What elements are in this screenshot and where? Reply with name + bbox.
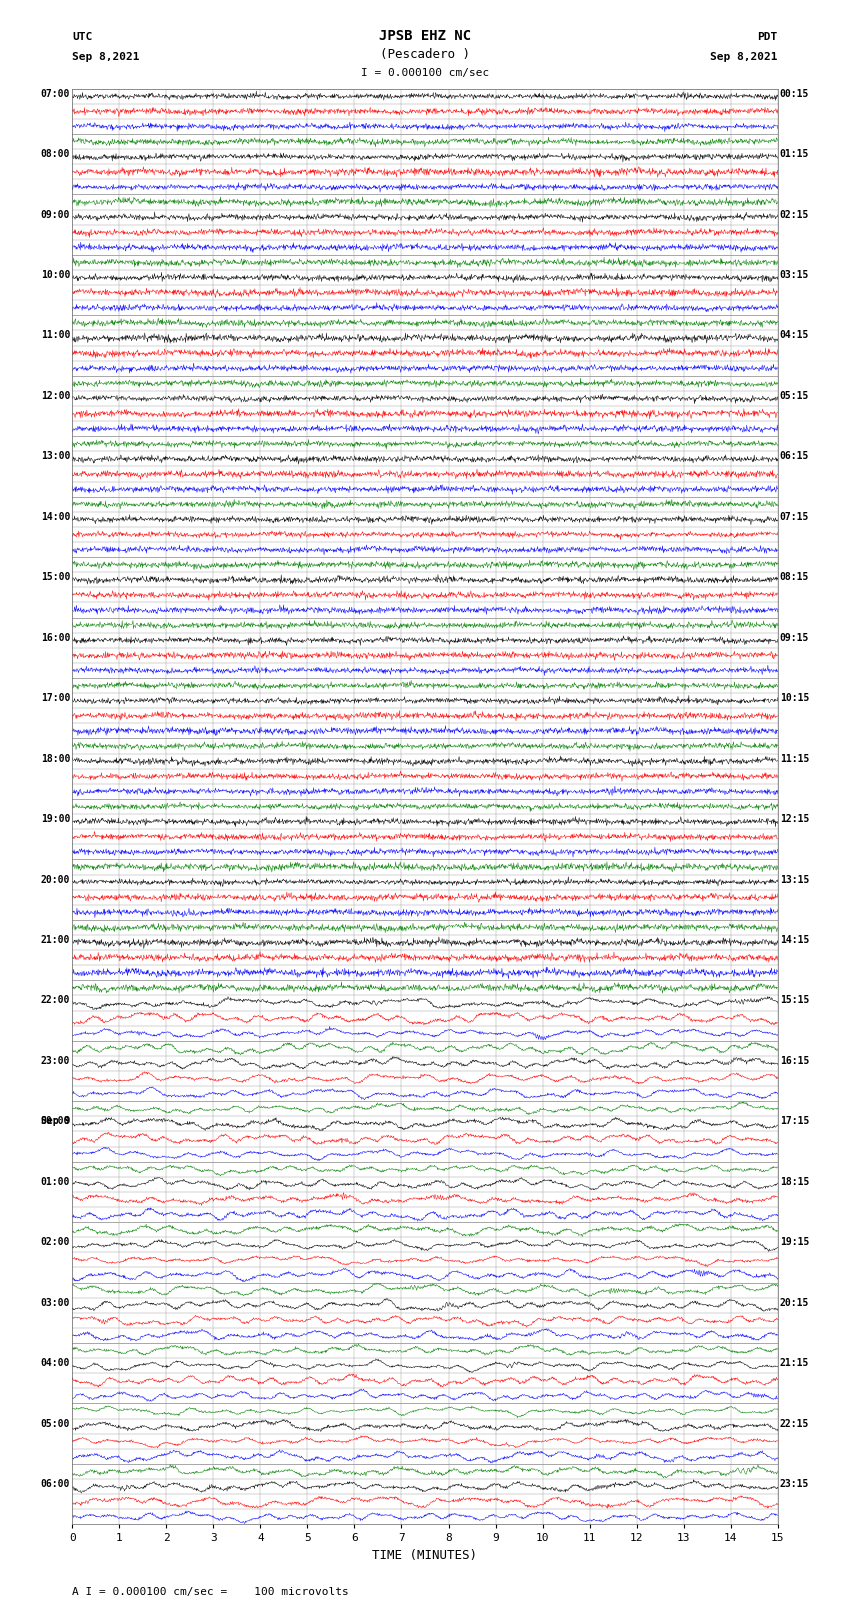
Text: 14:15: 14:15 [779,936,809,945]
Text: 07:15: 07:15 [779,511,809,523]
Text: I = 0.000100 cm/sec: I = 0.000100 cm/sec [361,68,489,77]
Text: 06:15: 06:15 [779,452,809,461]
Text: 23:15: 23:15 [779,1479,809,1489]
Text: Sep 8,2021: Sep 8,2021 [711,52,778,61]
Text: 01:15: 01:15 [779,148,809,160]
Text: Sep 9: Sep 9 [41,1116,71,1126]
Text: 23:00: 23:00 [41,1057,71,1066]
Text: 13:00: 13:00 [41,452,71,461]
Text: 22:15: 22:15 [779,1418,809,1429]
Text: 15:15: 15:15 [779,995,809,1005]
Text: 17:00: 17:00 [41,694,71,703]
Text: 02:15: 02:15 [779,210,809,219]
Text: 15:00: 15:00 [41,573,71,582]
Text: 11:00: 11:00 [41,331,71,340]
Text: 16:00: 16:00 [41,632,71,642]
Text: 11:15: 11:15 [779,753,809,763]
Text: 19:00: 19:00 [41,815,71,824]
Text: 17:15: 17:15 [779,1116,809,1126]
Text: 21:15: 21:15 [779,1358,809,1368]
Text: 09:15: 09:15 [779,632,809,642]
Text: 02:00: 02:00 [41,1237,71,1247]
Text: 21:00: 21:00 [41,936,71,945]
Text: 03:15: 03:15 [779,269,809,281]
Text: 01:00: 01:00 [41,1177,71,1187]
Text: UTC: UTC [72,32,93,42]
Text: 09:00: 09:00 [41,210,71,219]
Text: 12:15: 12:15 [779,815,809,824]
Text: 20:15: 20:15 [779,1297,809,1308]
Text: 18:15: 18:15 [779,1177,809,1187]
Text: 22:00: 22:00 [41,995,71,1005]
Text: 04:15: 04:15 [779,331,809,340]
X-axis label: TIME (MINUTES): TIME (MINUTES) [372,1548,478,1561]
Text: PDT: PDT [757,32,778,42]
Text: 06:00: 06:00 [41,1479,71,1489]
Text: 19:15: 19:15 [779,1237,809,1247]
Text: 03:00: 03:00 [41,1297,71,1308]
Text: 00:15: 00:15 [779,89,809,98]
Text: JPSB EHZ NC: JPSB EHZ NC [379,29,471,44]
Text: 05:00: 05:00 [41,1418,71,1429]
Text: (Pescadero ): (Pescadero ) [380,48,470,61]
Text: 08:15: 08:15 [779,573,809,582]
Text: 00:00: 00:00 [41,1116,71,1126]
Text: 08:00: 08:00 [41,148,71,160]
Text: 20:00: 20:00 [41,874,71,884]
Text: 05:15: 05:15 [779,390,809,402]
Text: 10:15: 10:15 [779,694,809,703]
Text: 13:15: 13:15 [779,874,809,884]
Text: 16:15: 16:15 [779,1057,809,1066]
Text: 14:00: 14:00 [41,511,71,523]
Text: Sep 8,2021: Sep 8,2021 [72,52,139,61]
Text: 10:00: 10:00 [41,269,71,281]
Text: A I = 0.000100 cm/sec =    100 microvolts: A I = 0.000100 cm/sec = 100 microvolts [72,1587,349,1597]
Text: 07:00: 07:00 [41,89,71,98]
Text: 18:00: 18:00 [41,753,71,763]
Text: 12:00: 12:00 [41,390,71,402]
Text: 04:00: 04:00 [41,1358,71,1368]
